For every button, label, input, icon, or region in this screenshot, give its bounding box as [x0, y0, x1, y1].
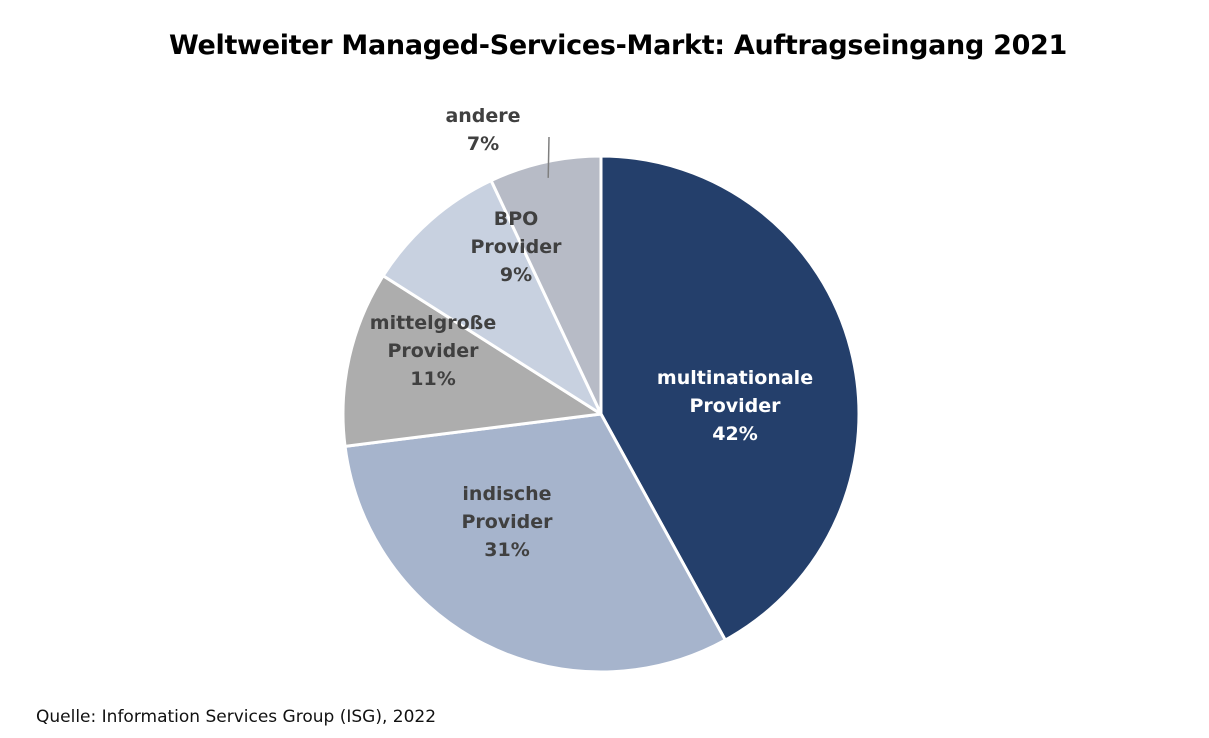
slice-label-andere: andere 7%	[445, 105, 520, 155]
chart-title: Weltweiter Managed-Services-Markt: Auftr…	[168, 30, 1068, 61]
slice-label-indische: indische Provider 31%	[461, 483, 553, 561]
pie-slice-indische	[343, 412, 727, 674]
pie-labels: multinationale Provider 42% indische Provide…	[370, 105, 813, 561]
slice-label-BPO: BPO Provider 9%	[470, 208, 562, 286]
pie-slice-BPO	[381, 179, 603, 416]
pie-slice-mittelgroße	[341, 274, 603, 448]
leader-line	[547, 136, 550, 178]
pie-slices	[341, 154, 861, 674]
slice-label-multinationale: multinationale Provider 42%	[657, 367, 813, 445]
slice-label-mittelgroße: mittelgroße Provider 11%	[370, 312, 496, 390]
pie-slice-multinationale	[599, 154, 861, 642]
pie-slice-andere	[489, 154, 603, 416]
source-note: Quelle: Information Services Group (ISG)…	[36, 707, 437, 727]
